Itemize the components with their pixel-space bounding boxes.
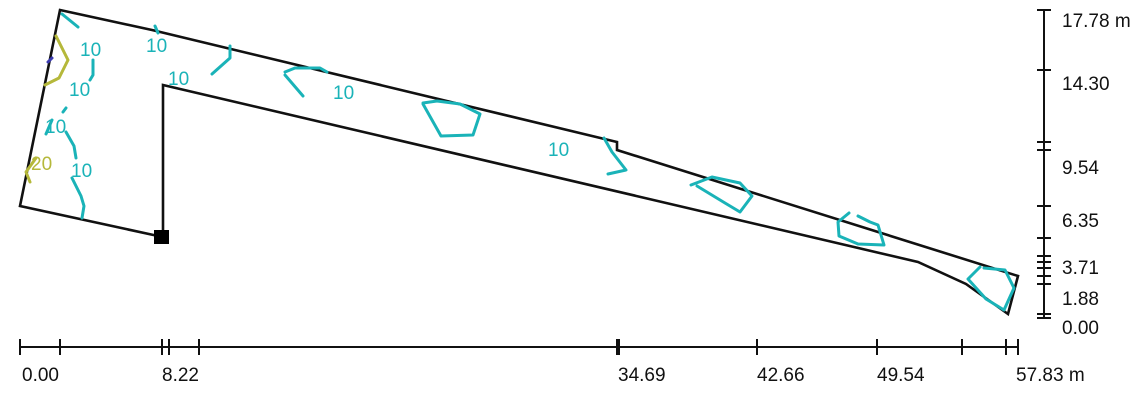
contour-label: 20 (31, 154, 52, 175)
right-axis-labels: 17.78 m 14.30 9.54 6.35 3.71 1.88 0.00 (1062, 11, 1131, 339)
room-outline (18, 8, 1020, 317)
contour-label: 10 (69, 80, 90, 101)
contour-labels: 10 10 10 10 10 10 10 10 20 (31, 36, 569, 182)
bottom-axis-label: 49.54 (877, 365, 925, 386)
contour-line-20-bottom (24, 156, 38, 184)
contour-label: 10 (168, 69, 189, 90)
contour-line-g (966, 265, 1016, 312)
contour-line-20-top (43, 34, 70, 87)
right-axis-label: 1.88 (1062, 289, 1099, 310)
contour-line-left-e (64, 130, 78, 160)
contour-line-top-a (210, 44, 232, 76)
bottom-axis-label: 0.00 (22, 365, 59, 386)
contour-label: 10 (80, 40, 101, 61)
right-axis-label: 14.30 (1062, 74, 1110, 95)
right-axis-label: 6.35 (1062, 211, 1099, 232)
contour-label: 10 (71, 161, 92, 182)
contour-label: 10 (146, 36, 167, 57)
bottom-axis (19, 339, 1019, 355)
contour-line-f (836, 211, 886, 247)
right-axis-label: 0.00 (1062, 318, 1099, 339)
contour-line-b (283, 73, 305, 98)
bottom-axis-label: 34.69 (618, 365, 666, 386)
bottom-axis-label: 8.22 (162, 365, 199, 386)
right-axis-label: 9.54 (1062, 158, 1099, 179)
square-marker (154, 230, 169, 244)
contour-line-b2 (283, 66, 329, 74)
bottom-axis-label: 42.66 (757, 365, 805, 386)
contour-line-left-b (88, 58, 95, 82)
contour-line-left-c (61, 106, 68, 114)
bottom-axis-label: 57.83 m (1016, 365, 1085, 386)
right-axis-label: 3.71 (1062, 258, 1099, 279)
contour-line-d (602, 136, 628, 176)
contour-line-left-f (70, 176, 86, 220)
contour-line-left-a (60, 12, 80, 29)
contour-label: 10 (548, 140, 569, 161)
contour-line-left-d (44, 118, 54, 136)
bottom-axis-labels: 0.00 8.22 34.69 42.66 49.54 57.83 m (22, 365, 1085, 386)
contour-lines-10 (44, 12, 1016, 312)
contour-lines-20 (24, 34, 70, 184)
contour-label: 10 (333, 83, 354, 104)
right-axis (1037, 9, 1051, 319)
contour-line-left-g (153, 24, 160, 35)
contour-line-c (421, 99, 482, 138)
contour-label: 10 (45, 117, 66, 138)
contour-line-e (689, 175, 754, 214)
right-axis-label: 17.78 m (1062, 11, 1131, 32)
contour-line-30 (46, 56, 54, 64)
